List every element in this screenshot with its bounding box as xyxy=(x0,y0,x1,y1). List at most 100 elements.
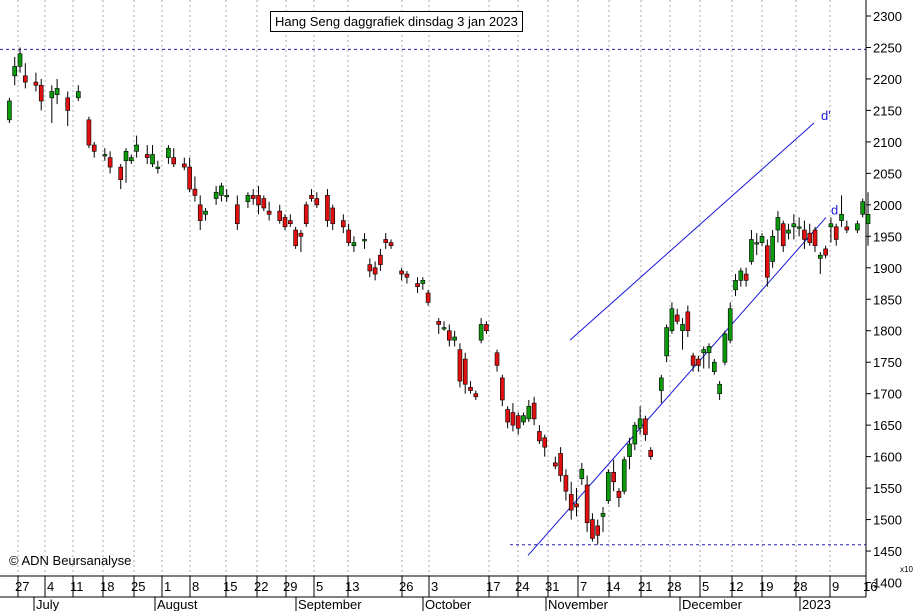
candle xyxy=(473,390,479,400)
candle xyxy=(383,233,389,249)
candle xyxy=(743,267,749,287)
trend-label-d: d xyxy=(831,202,838,217)
candle-body-down xyxy=(510,412,516,426)
candle-body-up xyxy=(219,185,224,196)
y-tick-label: 1500 xyxy=(873,513,902,528)
candle xyxy=(49,85,55,124)
candle-body-down xyxy=(765,245,770,278)
candle-body-down xyxy=(447,330,452,341)
candle xyxy=(288,214,293,227)
candle xyxy=(584,475,590,533)
candle-body-down xyxy=(118,166,124,180)
candle xyxy=(219,182,224,202)
candle xyxy=(839,195,844,227)
candle-body-down xyxy=(298,232,304,237)
candle xyxy=(680,318,685,350)
candle xyxy=(436,318,442,334)
plot-frame xyxy=(0,0,867,577)
x-day-label: 11 xyxy=(70,579,84,594)
candle-body-up xyxy=(786,229,791,234)
candle-body-up xyxy=(818,254,823,259)
candle xyxy=(457,343,463,388)
candle-body-down xyxy=(611,472,616,483)
candle xyxy=(590,513,595,542)
candle xyxy=(468,381,473,394)
candle-body-down xyxy=(468,387,473,391)
candle xyxy=(722,330,728,366)
y-tick-label: 2000 xyxy=(873,198,902,213)
candle-body-down xyxy=(473,393,479,398)
candle-body-down xyxy=(462,358,468,385)
candle xyxy=(415,277,420,293)
candle-body-up xyxy=(245,195,251,202)
candle-body-down xyxy=(86,119,92,146)
x-day-label: 28 xyxy=(793,579,807,594)
candle-body-up xyxy=(155,166,161,169)
x-day-label: 22 xyxy=(254,579,268,594)
candle-body-down xyxy=(685,311,691,332)
candle-body-up xyxy=(134,144,139,152)
candle xyxy=(17,47,23,73)
y-tick-label: 2150 xyxy=(873,103,902,118)
x-month-label: July xyxy=(36,597,60,611)
candle xyxy=(282,214,288,231)
candle xyxy=(823,245,828,259)
y-tick-label: 1750 xyxy=(873,355,902,370)
candle-body-down xyxy=(563,475,569,492)
candle-body-down xyxy=(648,450,654,457)
candle-body-down xyxy=(91,144,97,152)
candle xyxy=(833,223,839,246)
candle-body-down xyxy=(595,525,601,536)
candle-body-down xyxy=(457,349,463,382)
candle xyxy=(749,230,754,265)
candle xyxy=(701,346,707,369)
x-day-label: 24 xyxy=(515,579,529,594)
candle-body-up xyxy=(632,424,638,445)
candle-body-down xyxy=(38,84,44,102)
candle-body-up xyxy=(727,308,733,341)
candle xyxy=(712,359,717,375)
candle-body-up xyxy=(7,100,12,121)
candle-body-up xyxy=(770,236,775,262)
candle xyxy=(245,192,251,208)
candle-body-up xyxy=(579,468,585,479)
candle-body-up xyxy=(680,324,685,332)
candle-body-down xyxy=(542,437,548,448)
candle-body-down xyxy=(807,232,813,243)
candle-body-down xyxy=(494,352,500,366)
candle-body-down xyxy=(250,195,256,199)
candle xyxy=(563,469,569,501)
candle xyxy=(150,145,155,168)
candle-body-up xyxy=(521,415,526,423)
candle xyxy=(478,318,484,344)
candle xyxy=(595,519,601,545)
candle-body-down xyxy=(616,490,622,498)
candle-body-down xyxy=(33,81,39,86)
candle xyxy=(182,157,187,171)
candle xyxy=(7,97,12,124)
candle-body-up xyxy=(860,201,866,215)
x-day-label: 25 xyxy=(131,579,145,594)
candle xyxy=(643,415,648,441)
candle-body-down xyxy=(277,210,283,221)
candle xyxy=(425,289,431,306)
candle xyxy=(865,192,871,246)
candle xyxy=(123,148,129,183)
candle xyxy=(765,239,770,287)
x-day-label: 16 xyxy=(863,579,877,594)
candle xyxy=(12,56,18,86)
y-tick-label: 1550 xyxy=(873,481,902,496)
candle xyxy=(362,233,367,249)
candle-body-down xyxy=(182,163,187,168)
candle xyxy=(144,145,150,164)
x-month-label: November xyxy=(548,597,609,611)
candle-body-down xyxy=(515,415,521,429)
candle-body-down xyxy=(643,418,648,435)
x-day-label: 5 xyxy=(316,579,323,594)
candle-body-down xyxy=(314,198,320,206)
candle xyxy=(378,248,383,271)
candle xyxy=(213,185,219,205)
candle-body-up xyxy=(351,242,357,247)
candle xyxy=(341,214,346,234)
x-month-label: December xyxy=(682,597,743,611)
